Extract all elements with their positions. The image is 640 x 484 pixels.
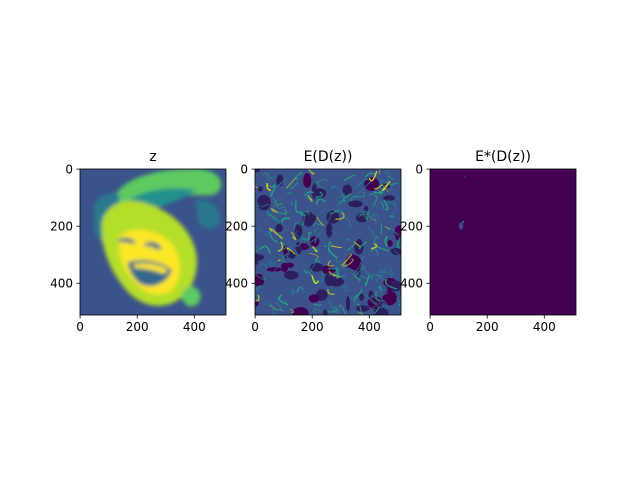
texture-patch: [257, 195, 271, 211]
x-tick-label: 0: [426, 320, 434, 334]
x-tick-label: 0: [251, 320, 259, 334]
subplot-title: E(D(z)): [304, 149, 353, 165]
texture-patch: [276, 224, 283, 232]
x-tick-label: 400: [183, 320, 206, 334]
texture-patch: [281, 263, 288, 272]
texture-edge: [376, 292, 377, 298]
image-z: [80, 169, 226, 315]
image-estar: [430, 169, 576, 315]
y-tick-label: 200: [225, 220, 248, 234]
y-tick-label: 0: [415, 163, 423, 177]
x-tick-label: 200: [126, 320, 149, 334]
subplot-title: z: [149, 149, 156, 165]
texture-patch: [258, 186, 263, 191]
x-tick-label: 200: [301, 320, 324, 334]
y-tick-label: 400: [400, 277, 423, 291]
bright-speck: [464, 176, 466, 178]
y-tick-label: 0: [240, 163, 248, 177]
image-background: [430, 169, 576, 315]
image-edz: [247, 162, 405, 321]
texture-patch: [359, 294, 364, 301]
bright-speck: [459, 223, 463, 230]
texture-patch: [387, 240, 392, 247]
texture-patch: [346, 296, 350, 311]
texture-patch: [348, 200, 363, 207]
texture-patch: [325, 273, 333, 286]
texture-patch: [354, 240, 363, 254]
x-tick-label: 0: [76, 320, 84, 334]
texture-patch: [382, 291, 397, 306]
x-tick-label: 400: [358, 320, 381, 334]
y-tick-label: 0: [65, 163, 73, 177]
bright-speck: [462, 221, 464, 223]
x-tick-label: 200: [476, 320, 499, 334]
y-tick-label: 400: [225, 277, 248, 291]
texture-patch: [356, 305, 369, 311]
texture-patch: [284, 271, 299, 280]
texture-patch: [309, 294, 320, 302]
y-tick-label: 400: [50, 277, 73, 291]
y-tick-label: 200: [50, 220, 73, 234]
y-tick-label: 200: [400, 220, 423, 234]
x-tick-label: 400: [533, 320, 556, 334]
texture-edge: [381, 289, 382, 292]
texture-patch: [326, 211, 339, 224]
subplot-title: E*(D(z)): [475, 149, 531, 165]
texture-patch: [288, 251, 296, 259]
texture-patch: [303, 173, 311, 188]
